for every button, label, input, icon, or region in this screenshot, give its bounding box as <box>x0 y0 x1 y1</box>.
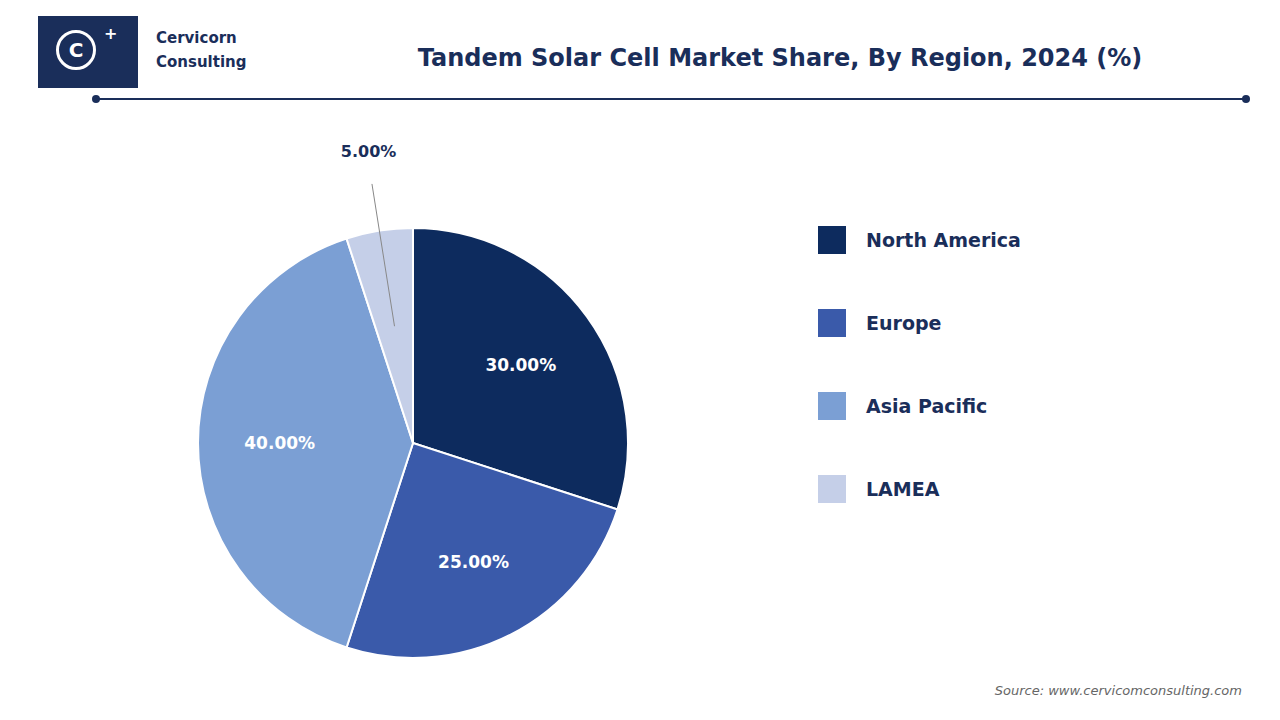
html-text:LAMEA: LAMEA <box>866 477 940 500</box>
svg-text:25.00%: 25.00% <box>438 552 509 572</box>
html-text:North America: North America <box>866 228 1021 251</box>
svg-text:40.00%: 40.00% <box>244 433 315 453</box>
html-text:Tandem Solar Cell Market Share: Tandem Solar Cell Market Share, By Regio… <box>417 44 1143 72</box>
html-text:Europe: Europe <box>866 311 942 334</box>
html-text:Asia Pacific: Asia Pacific <box>866 394 988 417</box>
html-text:C: C <box>68 38 84 62</box>
html-text:Source: www.cervicomconsulting: Source: www.cervicomconsulting.com <box>994 683 1242 698</box>
svg-text:30.00%: 30.00% <box>485 355 556 375</box>
html-text:Consulting: Consulting <box>156 53 247 71</box>
html-text:Cervicorn: Cervicorn <box>156 29 237 47</box>
svg-text:5.00%: 5.00% <box>341 142 397 161</box>
